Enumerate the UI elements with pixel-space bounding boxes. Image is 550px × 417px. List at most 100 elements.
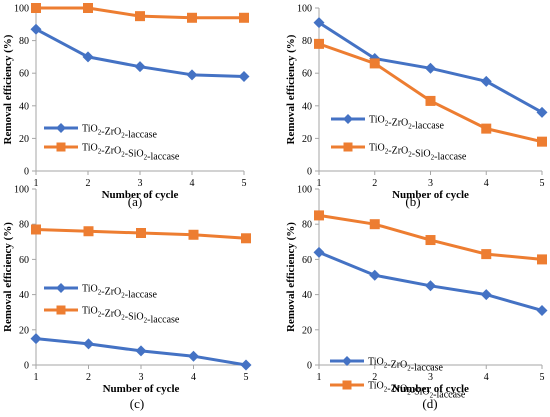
x-axis-title: Number of cycle xyxy=(103,383,180,395)
x-tick-label: 2 xyxy=(372,372,377,383)
legend-marker-square xyxy=(342,380,352,390)
x-tick-label: 5 xyxy=(540,372,545,383)
x-tick-label: 4 xyxy=(190,178,195,189)
x-tick-label: 3 xyxy=(138,178,143,189)
x-tick-label: 1 xyxy=(34,372,39,383)
legend-marker-diamond xyxy=(56,123,66,133)
y-tick-label: 40 xyxy=(302,101,312,112)
panel-a: 0 20 40 60 80 100 1 2 3 4 5 Number of cycle Removal … xyxy=(2,3,250,209)
data-point-square xyxy=(425,95,436,106)
legend-marker-diamond xyxy=(342,356,352,366)
x-tick-label: 4 xyxy=(484,372,489,383)
y-axis-title: Removal efficiency (%) xyxy=(285,34,297,144)
data-point-diamond xyxy=(240,359,252,371)
y-tick-label: 60 xyxy=(19,255,29,266)
data-point-diamond xyxy=(188,350,199,362)
data-point-square xyxy=(537,136,547,147)
data-point-diamond xyxy=(425,280,436,292)
data-point-square xyxy=(31,3,41,13)
y-tick-label: 40 xyxy=(19,290,29,301)
y-tick-label: 80 xyxy=(302,36,312,47)
y-tick-label: 100 xyxy=(297,4,312,15)
panel-c: 0 20 40 60 80 100 1 2 3 4 5 Number of cycle Removal … xyxy=(2,185,252,411)
data-point-diamond xyxy=(480,289,492,301)
data-point-square xyxy=(369,58,380,69)
x-tick-label: 2 xyxy=(372,178,377,189)
y-tick-label: 60 xyxy=(302,255,312,266)
data-point-square xyxy=(83,3,93,13)
data-point-square xyxy=(136,228,146,238)
y-tick-label: 20 xyxy=(19,325,29,336)
x-tick-label: 2 xyxy=(86,178,91,189)
y-tick-label: 20 xyxy=(19,134,29,145)
legend-label: TiO2-ZrO2-laccase xyxy=(369,115,445,132)
x-tick-label: 3 xyxy=(428,372,433,383)
data-point-diamond xyxy=(369,269,381,281)
legend-marker-diamond xyxy=(343,114,353,124)
x-tick-label: 1 xyxy=(34,178,39,189)
x-tick-label: 1 xyxy=(317,178,322,189)
legend-label: TiO2-ZrO2-SiO2-laccase xyxy=(82,306,180,326)
data-point-square xyxy=(481,249,492,260)
y-tick-label: 40 xyxy=(302,290,312,301)
x-tick-label: 5 xyxy=(540,178,545,189)
y-tick-label: 100 xyxy=(297,185,312,196)
data-point-diamond xyxy=(186,69,198,81)
x-tick-label: 5 xyxy=(242,178,247,189)
data-point-square xyxy=(425,235,436,246)
x-tick-label: 3 xyxy=(428,178,433,189)
data-point-square xyxy=(241,233,251,244)
panel-label: (b) xyxy=(405,194,420,209)
y-tick-label: 60 xyxy=(302,69,312,80)
panel-d: 0 20 40 60 80 100 1 2 3 4 5 Number of cycle Removal … xyxy=(285,185,548,411)
data-point-diamond xyxy=(425,62,436,74)
legend-label: TiO2-ZrO2-SiO2-laccase xyxy=(368,381,466,401)
x-tick-label: 2 xyxy=(86,372,91,383)
y-tick-label: 80 xyxy=(19,36,29,47)
data-point-diamond xyxy=(30,23,42,35)
legend-label: TiO2-ZrO2-SiO2-laccase xyxy=(82,143,180,163)
y-tick-label: 80 xyxy=(302,220,312,231)
panel-b: 0 20 40 60 80 100 1 2 3 4 5 Number of cycle Removal … xyxy=(285,4,548,209)
data-point-square xyxy=(135,11,145,22)
legend-label: TiO2-ZrO2-laccase xyxy=(82,124,158,141)
panel-label: (d) xyxy=(422,396,437,411)
x-tick-label: 1 xyxy=(317,372,322,383)
panel-label: (c) xyxy=(130,396,144,411)
legend-marker-square xyxy=(56,305,66,315)
data-point-diamond xyxy=(238,70,250,82)
data-point-diamond xyxy=(313,17,325,29)
x-tick-label: 3 xyxy=(139,372,144,383)
x-tick-label: 5 xyxy=(244,372,249,383)
y-tick-label: 100 xyxy=(14,185,29,196)
y-tick-label: 0 xyxy=(24,167,29,178)
data-point-diamond xyxy=(82,51,94,63)
data-point-square xyxy=(481,123,492,134)
data-point-diamond xyxy=(536,304,548,316)
x-axis-title: Number of cycle xyxy=(392,383,469,395)
data-point-square xyxy=(314,210,324,221)
data-point-diamond xyxy=(536,106,548,118)
y-tick-label: 0 xyxy=(24,361,29,372)
legend-label: TiO2-ZrO2-SiO2-laccase xyxy=(369,143,467,163)
y-tick-label: 20 xyxy=(302,134,312,145)
data-point-square xyxy=(83,226,94,237)
panel-label: (a) xyxy=(128,194,142,209)
data-point-square xyxy=(314,38,324,49)
data-point-diamond xyxy=(30,333,42,345)
data-point-square xyxy=(369,219,380,230)
y-tick-label: 0 xyxy=(307,167,312,178)
data-point-diamond xyxy=(480,75,492,87)
data-point-square xyxy=(31,224,41,235)
data-point-square xyxy=(537,254,547,265)
data-point-square xyxy=(239,12,249,23)
y-tick-label: 0 xyxy=(307,361,312,372)
data-point-diamond xyxy=(135,345,147,357)
x-axis-title: Number of cycle xyxy=(102,189,179,201)
x-tick-label: 4 xyxy=(191,372,196,383)
x-tick-label: 4 xyxy=(484,178,489,189)
y-tick-label: 80 xyxy=(19,220,29,231)
legend-marker-square xyxy=(56,142,66,152)
legend-label: TiO2-ZrO2-laccase xyxy=(368,357,444,374)
